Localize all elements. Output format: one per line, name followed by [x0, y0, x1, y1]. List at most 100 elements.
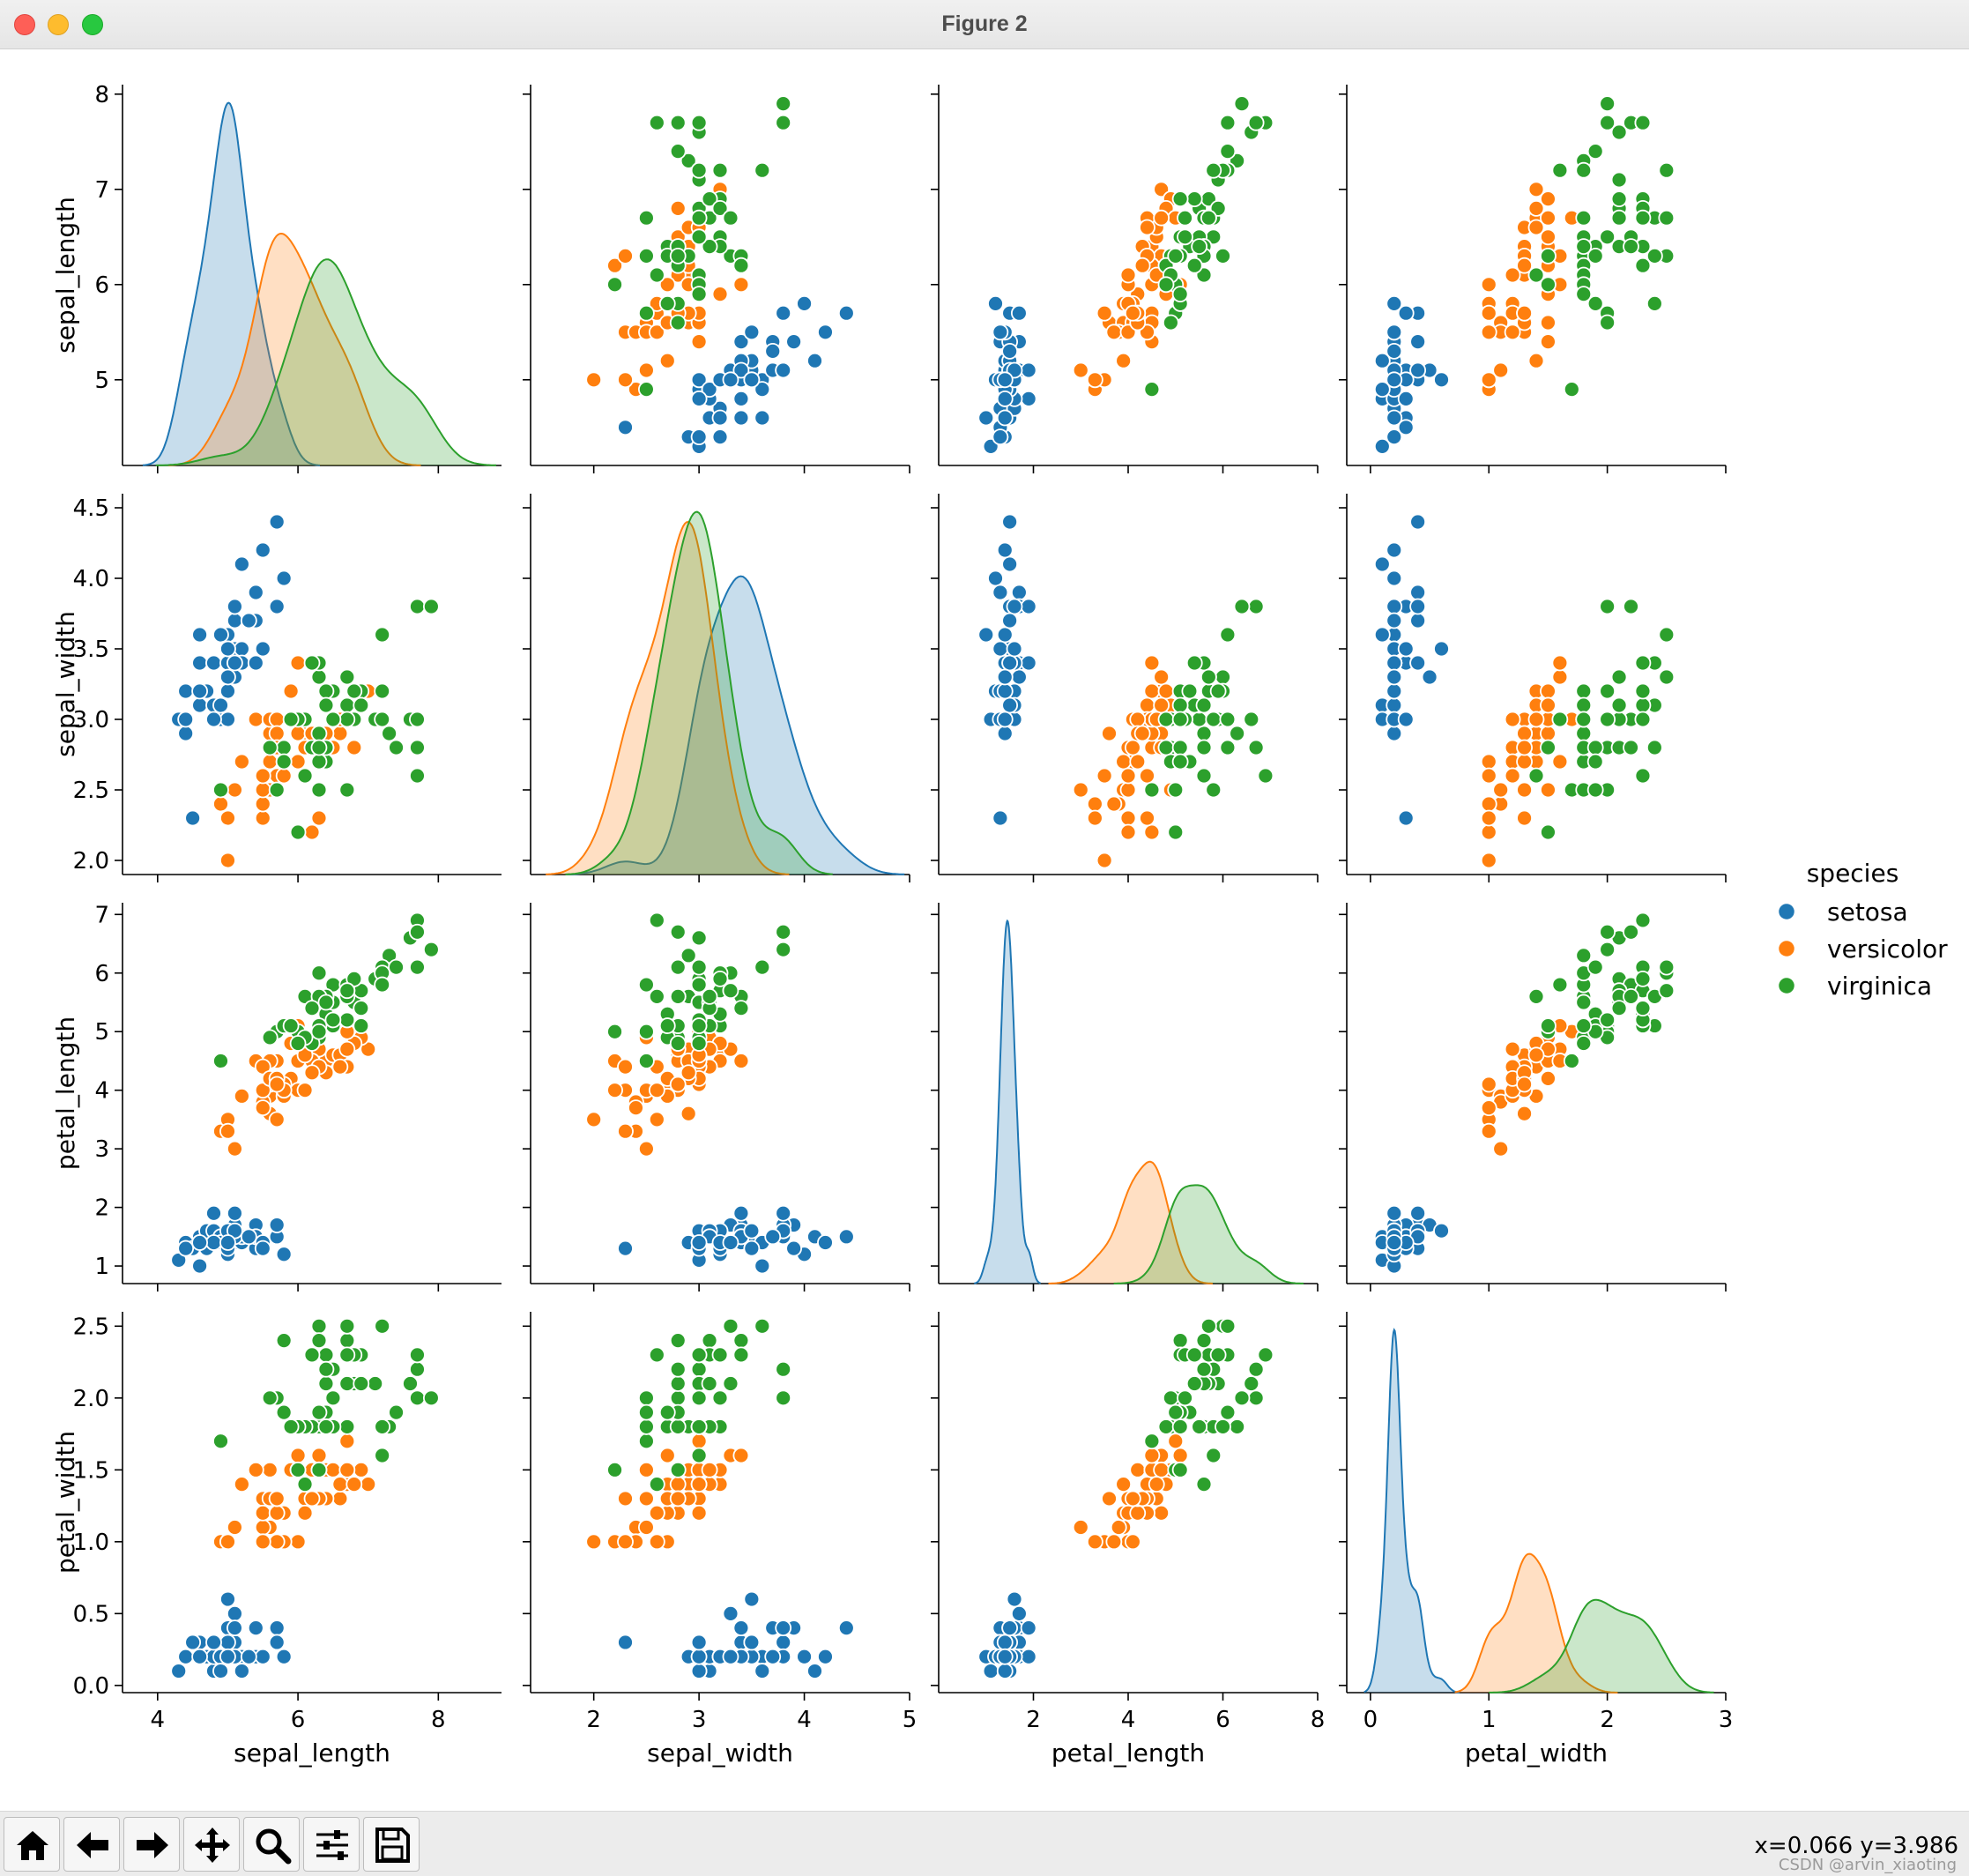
scatter-point-setosa: [732, 409, 750, 427]
scatter-point-versicolor: [690, 1476, 708, 1493]
save-button[interactable]: [363, 1817, 420, 1872]
x-tick-label: 8: [1311, 1707, 1326, 1733]
scatter-point-versicolor: [1110, 1519, 1127, 1536]
scatter-point-versicolor: [254, 1519, 271, 1536]
scatter-point-virginica: [275, 753, 293, 770]
scatter-point-virginica: [310, 668, 328, 686]
scatter-point-virginica: [317, 1375, 335, 1392]
scatter-point-setosa: [1386, 324, 1403, 341]
scatter-point-versicolor: [1540, 682, 1557, 700]
forward-button[interactable]: [123, 1817, 180, 1872]
scatter-point-setosa: [1386, 668, 1403, 686]
scatter-point-versicolor: [1086, 371, 1103, 389]
scatter-point-virginica: [690, 209, 708, 227]
scatter-point-virginica: [1599, 1011, 1616, 1029]
scatter-point-versicolor: [1105, 795, 1123, 813]
scatter-point-versicolor: [680, 1105, 697, 1122]
scatter-point-virginica: [1575, 161, 1593, 179]
x-tick-label: 2: [586, 1707, 601, 1733]
pan-button[interactable]: [183, 1817, 240, 1872]
scatter-point-setosa: [254, 1240, 271, 1257]
scatter-point-setosa: [227, 1619, 243, 1637]
scatter-point-virginica: [1540, 823, 1557, 841]
scatter-point-virginica: [310, 1403, 328, 1421]
scatter-point-setosa: [275, 1246, 293, 1263]
scatter-point-virginica: [409, 958, 426, 976]
scatter-point-setosa: [1001, 342, 1019, 360]
scatter-point-setosa: [219, 1634, 236, 1651]
scatter-point-virginica: [1195, 1332, 1213, 1350]
scatter-point-virginica: [1658, 982, 1676, 1000]
scatter-point-virginica: [1185, 190, 1203, 208]
scatter-point-setosa: [184, 1634, 202, 1651]
scatter-point-versicolor: [1139, 767, 1155, 785]
scatter-point-setosa: [743, 371, 761, 389]
scatter-point-versicolor: [1086, 809, 1103, 827]
scatter-point-setosa: [754, 1257, 771, 1275]
scatter-point-virginica: [212, 1053, 229, 1069]
scatter-point-versicolor: [296, 1504, 314, 1522]
scatter-point-versicolor: [268, 1533, 286, 1551]
scatter-point-setosa: [992, 428, 1009, 446]
sliders-icon: [316, 1830, 348, 1860]
scatter-point-virginica: [637, 1418, 655, 1435]
scatter-point-virginica: [1575, 696, 1593, 714]
scatter-point-versicolor: [1551, 668, 1569, 686]
home-button[interactable]: [4, 1817, 60, 1872]
scatter-point-setosa: [1020, 1648, 1037, 1665]
scatter-point-versicolor: [268, 1076, 286, 1093]
scatter-point-setosa: [219, 1648, 236, 1665]
maximize-window-button[interactable]: [82, 14, 103, 35]
scatter-point-setosa: [247, 1619, 264, 1637]
scatter-point-setosa: [1386, 1204, 1403, 1222]
scatter-point-versicolor: [261, 753, 279, 770]
scatter-point-versicolor: [289, 725, 307, 742]
scatter-point-virginica: [1623, 923, 1639, 941]
scatter-point-virginica: [1229, 1418, 1246, 1435]
scatter-point-virginica: [1610, 190, 1628, 208]
scatter-point-virginica: [1195, 1476, 1213, 1493]
y-tick-label: 0.5: [73, 1601, 109, 1627]
scatter-point-setosa: [701, 381, 718, 398]
scatter-point-versicolor: [606, 1082, 623, 1099]
back-button[interactable]: [63, 1817, 120, 1872]
scatter-point-virginica: [1219, 1317, 1237, 1335]
scatter-point-virginica: [1623, 598, 1639, 615]
scatter-point-setosa: [205, 1204, 222, 1222]
scatter-point-versicolor: [637, 361, 655, 379]
configure-subplots-button[interactable]: [303, 1817, 360, 1872]
scatter-point-virginica: [1634, 767, 1652, 785]
scatter-point-setosa: [268, 1217, 286, 1233]
scatter-point-virginica: [1634, 209, 1652, 227]
scatter-point-versicolor: [606, 257, 623, 274]
y-tick-label: 3.0: [73, 707, 109, 733]
scatter-point-versicolor: [669, 1076, 687, 1093]
minimize-window-button[interactable]: [48, 14, 69, 35]
scatter-point-virginica: [690, 1360, 708, 1378]
scatter-point-virginica: [711, 1346, 729, 1364]
x-tick-label: 0: [1363, 1707, 1378, 1733]
scatter-point-versicolor: [268, 1490, 286, 1508]
scatter-point-virginica: [701, 987, 718, 1005]
scatter-point-setosa: [987, 570, 1004, 587]
scatter-point-versicolor: [1096, 852, 1113, 869]
scatter-point-setosa: [205, 1634, 222, 1651]
scatter-point-setosa: [996, 409, 1014, 427]
scatter-point-versicolor: [1551, 654, 1569, 672]
scatter-point-versicolor: [1105, 324, 1123, 341]
scatter-point-virginica: [1195, 1360, 1213, 1378]
scatter-point-versicolor: [268, 1111, 286, 1128]
scatter-point-virginica: [690, 1418, 708, 1435]
x-tick-label: 2: [1600, 1707, 1615, 1733]
scatter-point-virginica: [388, 739, 405, 756]
kde-line-setosa: [974, 919, 1041, 1284]
scatter-point-setosa: [992, 640, 1009, 658]
scatter-point-virginica: [637, 1403, 655, 1421]
scatter-point-setosa: [1010, 668, 1028, 686]
close-window-button[interactable]: [14, 14, 35, 35]
scatter-point-virginica: [261, 1389, 279, 1407]
scatter-point-setosa: [1409, 612, 1427, 629]
zoom-button[interactable]: [243, 1817, 300, 1872]
scatter-point-virginica: [1599, 682, 1616, 700]
scatter-point-virginica: [1575, 947, 1593, 964]
